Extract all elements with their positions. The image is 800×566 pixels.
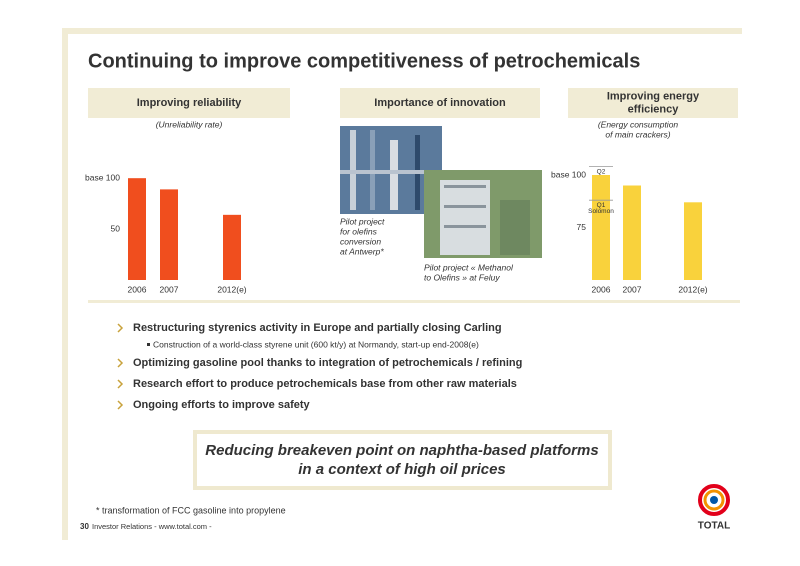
chart-subtitle: (Energy consumption (598, 119, 679, 129)
logo-text: TOTAL (698, 521, 730, 532)
panel-header: Improving reliability (137, 97, 242, 109)
sub-bullet-text: Construction of a world-class styrene un… (153, 339, 479, 349)
photo-caption: for olefins (340, 226, 378, 236)
frame-top (62, 28, 742, 34)
photo (424, 170, 542, 258)
bullet-text: Research effort to produce petrochemical… (133, 378, 517, 390)
y-tick-label: 75 (577, 222, 587, 232)
chart-subtitle: of main crackers) (605, 129, 670, 139)
annotation: Solomon (588, 208, 614, 215)
panel-header-box (88, 88, 290, 118)
x-tick-label: 2006 (592, 284, 611, 294)
bullet-text: Optimizing gasoline pool thanks to integ… (133, 357, 522, 369)
panel-header: efficiency (628, 103, 680, 115)
footer-text: Investor Relations - www.total.com - (92, 522, 212, 531)
x-tick-label: 2012(e) (217, 284, 246, 294)
annotation: Q1 (597, 202, 606, 209)
separator (88, 300, 740, 303)
annotation: Q2 (597, 168, 606, 175)
photo-caption: Pilot project (340, 216, 385, 226)
panel-header-box (340, 88, 540, 118)
bullet-chevron (117, 379, 124, 389)
chart-subtitle: (Unreliability rate) (156, 119, 223, 129)
bullet-chevron (117, 358, 124, 368)
photo-caption: conversion (340, 236, 381, 246)
footnote: * transformation of FCC gasoline into pr… (96, 505, 286, 515)
panel-header: Importance of innovation (374, 97, 506, 109)
x-tick-label: 2007 (160, 284, 179, 294)
x-tick-label: 2012(e) (678, 284, 707, 294)
bar (223, 214, 241, 280)
footer-page: 30 (80, 522, 89, 531)
highlight-box (193, 430, 612, 490)
bullet-chevron (117, 323, 124, 333)
y-tick-label: base 100 (551, 169, 586, 179)
photo-caption: Pilot project « Methanol (424, 262, 514, 272)
bullet-chevron (117, 400, 124, 410)
panel-header: Improving energy (607, 90, 700, 102)
panel-header-box (568, 88, 738, 118)
bullet-text: Restructuring styrenics activity in Euro… (133, 322, 502, 334)
bar (592, 175, 610, 280)
highlight-text: Reducing breakeven point on naphtha-base… (205, 442, 598, 459)
bullet-text: Ongoing efforts to improve safety (133, 399, 311, 411)
bar (623, 185, 641, 280)
bar (128, 178, 146, 280)
y-tick-label: base 100 (85, 172, 120, 182)
bar (684, 202, 702, 280)
bar (160, 189, 178, 280)
x-tick-label: 2006 (128, 284, 147, 294)
photo-caption: at Antwerp* (340, 246, 384, 256)
frame-left (62, 28, 68, 540)
total-logo (698, 484, 730, 516)
x-tick-label: 2007 (623, 284, 642, 294)
photo-caption: to Olefins » at Feluy (424, 272, 500, 282)
y-tick-label: 50 (111, 223, 121, 233)
slide-title: Continuing to improve competitiveness of… (88, 50, 640, 72)
highlight-text: in a context of high oil prices (298, 461, 506, 478)
sub-bullet-marker (147, 343, 150, 346)
